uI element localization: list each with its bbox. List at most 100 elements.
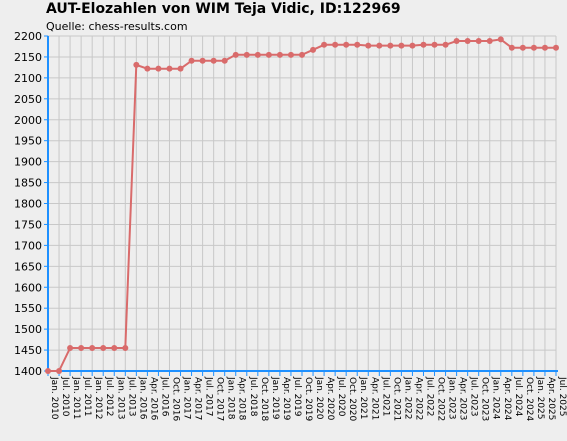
data-point [541, 44, 548, 51]
x-tick-label: Apr. 2016 [148, 377, 158, 421]
data-point [155, 65, 162, 72]
data-point [299, 51, 305, 58]
y-tick-label: 1450 [14, 344, 42, 357]
x-tick-label: Jan. 2010 [49, 376, 59, 420]
y-axis-ticks: 1400 1450 1500 1550 1600 1650 1700 1750 1800 1850… [14, 30, 42, 378]
data-point [464, 38, 471, 45]
y-tick-label: 1800 [14, 198, 42, 211]
data-point [166, 65, 173, 72]
data-point [354, 41, 361, 48]
data-point [553, 44, 559, 51]
data-point [254, 51, 261, 58]
data-point [287, 51, 294, 58]
x-tick-label: Jan. 2021 [358, 376, 368, 420]
y-tick-label: 1500 [14, 323, 42, 336]
y-tick-label: 2050 [14, 93, 42, 106]
x-tick-label: Oct. 2022 [436, 377, 446, 421]
x-tick-label: Jan. 2022 [402, 376, 412, 420]
data-point [265, 51, 272, 58]
data-point [45, 368, 51, 374]
data-point [530, 44, 537, 51]
x-tick-label: Jul. 2023 [469, 376, 479, 417]
data-point [420, 41, 427, 48]
data-point [519, 44, 526, 51]
data-point [497, 36, 504, 43]
chart-title: AUT-Elozahlen von WIM Teja Vidic, ID:122… [46, 1, 401, 17]
y-tick-label: 2150 [14, 51, 42, 64]
x-tick-label: Apr. 2019 [281, 377, 291, 421]
x-tick-label: Apr. 2021 [369, 377, 379, 420]
x-tick-label: Jul. 2011 [82, 376, 92, 417]
data-point [332, 41, 339, 48]
data-point [453, 38, 460, 45]
x-tick-label: Jan. 2019 [270, 376, 280, 420]
x-tick-label: Jan. 2020 [314, 376, 324, 420]
y-tick-label: 1400 [14, 365, 42, 378]
x-tick-label: Jan. 2023 [447, 376, 457, 420]
x-tick-label: Jan. 2011 [71, 376, 81, 420]
chart-subtitle: Quelle: chess-results.com [46, 20, 188, 33]
data-point [122, 344, 129, 351]
y-tick-label: 1900 [14, 156, 42, 169]
x-tick-label: Jul. 2020 [336, 376, 346, 417]
data-point [111, 344, 118, 351]
y-tick-label: 1550 [14, 302, 42, 315]
x-tick-label: Jul. 2025 [557, 376, 567, 417]
data-point [177, 65, 184, 72]
series-elo [45, 36, 559, 374]
data-point [365, 42, 372, 49]
x-tick-label: Jul. 2018 [248, 376, 258, 417]
x-tick-label: Apr. 2023 [458, 377, 468, 420]
grid [47, 35, 557, 372]
x-tick-label: Oct. 2019 [303, 377, 313, 421]
x-tick-label: Jan. 2017 [182, 376, 192, 420]
data-point [387, 42, 394, 49]
x-tick-label: Apr. 2022 [413, 377, 423, 420]
x-tick-label: Jul. 2017 [204, 376, 214, 417]
x-tick-label: Oct. 2017 [215, 377, 225, 421]
x-tick-label: Jul. 2016 [159, 376, 169, 417]
data-point [475, 38, 482, 45]
data-point [310, 46, 317, 53]
x-tick-label: Jan. 2013 [115, 376, 125, 420]
x-tick-label: Jan. 2024 [491, 376, 501, 420]
x-tick-label: Jul. 2024 [513, 376, 523, 417]
x-tick-label: Apr. 2024 [502, 377, 512, 421]
data-point [376, 42, 383, 49]
y-tick-label: 2200 [14, 30, 42, 43]
data-point [210, 57, 217, 64]
data-point [243, 51, 250, 58]
y-tick-label: 1650 [14, 260, 42, 273]
x-tick-label: Jul. 2010 [60, 376, 70, 417]
data-point [89, 344, 96, 351]
data-point [409, 42, 416, 49]
y-tick-label: 2000 [14, 114, 42, 127]
x-tick-label: Jul. 2013 [126, 376, 136, 417]
x-tick-label: Jul. 2019 [292, 376, 302, 417]
data-point [442, 41, 449, 48]
data-point [144, 65, 151, 72]
x-tick-label: Oct. 2018 [259, 377, 269, 421]
data-point [221, 57, 228, 64]
x-axis-ticks: Jan. 2010 Jul. 2010 Jan. 2011 Jul. 2011 Jan.… [49, 376, 567, 421]
data-point [133, 61, 140, 68]
data-point [100, 344, 107, 351]
data-point [321, 41, 328, 48]
data-point [508, 44, 515, 51]
x-tick-label: Oct. 2016 [170, 377, 180, 421]
x-tick-label: Oct. 2024 [524, 377, 534, 421]
data-point [398, 42, 405, 49]
axes [44, 35, 558, 376]
y-tick-label: 1750 [14, 218, 42, 231]
x-tick-label: Apr. 2020 [325, 377, 335, 421]
data-point [56, 368, 63, 374]
x-tick-label: Oct. 2020 [347, 377, 357, 421]
data-point [188, 57, 195, 64]
x-tick-label: Apr. 2018 [237, 377, 247, 421]
y-tick-label: 1950 [14, 135, 42, 148]
x-tick-label: Jul. 2022 [424, 376, 434, 417]
y-tick-label: 1700 [14, 239, 42, 252]
y-tick-label: 1600 [14, 281, 42, 294]
x-tick-label: Jan. 2018 [226, 376, 236, 420]
